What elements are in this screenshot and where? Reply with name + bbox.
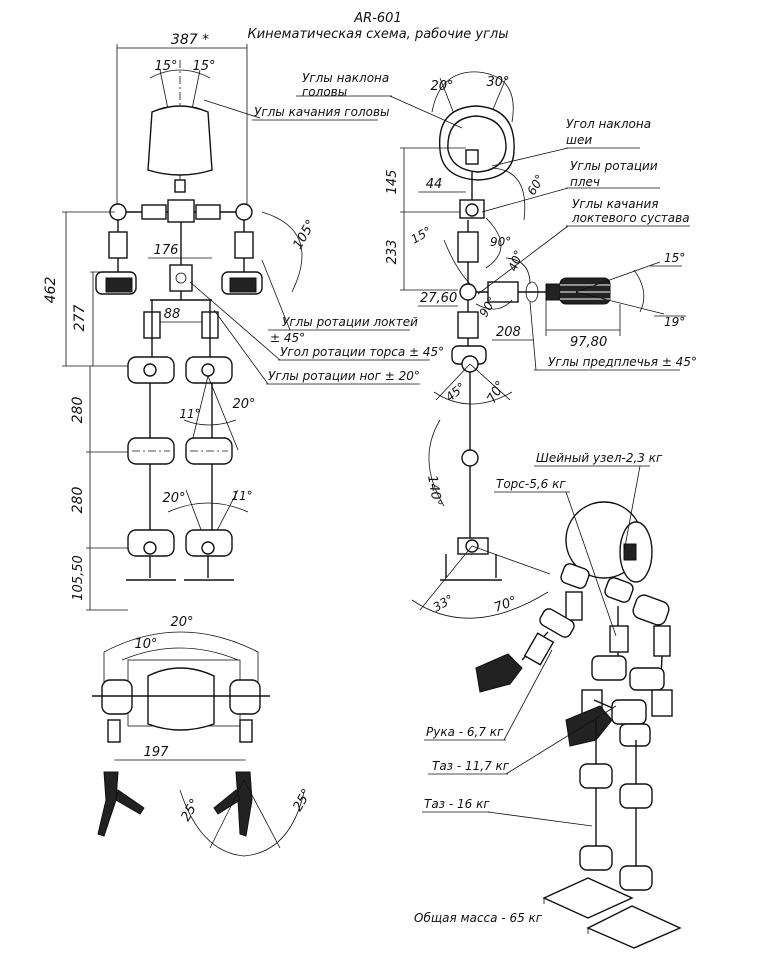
side-ankle-angle-front: 70° — [492, 594, 519, 616]
top-outer-angle: 20° — [170, 615, 193, 630]
side-view: 20° 30° 145 44 60° 15° 90° 233 — [385, 71, 686, 619]
front-width-dim: 387 * — [171, 32, 209, 48]
side-knee-angle: 140° — [424, 474, 444, 507]
iso-head — [565, 501, 653, 583]
side-hand-angle-top: 15° — [664, 251, 685, 265]
top-hand-right — [213, 771, 253, 837]
label-elbow-rotation-2: ± 45° — [270, 331, 305, 345]
front-shoulder-height-dim: 462 — [43, 277, 59, 304]
front-labels: Углы качания головы Углы ротации локтей … — [189, 99, 444, 385]
top-foot-angle-right: 25° — [290, 787, 315, 814]
diagram-subtitle: Кинематическая схема, рабочие углы — [248, 27, 509, 42]
label-leg-rotation: Углы ротации ног ± 20° — [268, 369, 420, 383]
side-elbow-swing-angle: 40° — [506, 248, 526, 273]
top-inner-angle: 10° — [134, 637, 157, 652]
side-hand-len-dim: 97,80 — [570, 335, 607, 350]
label-head-tilt-1: Углы наклона — [302, 71, 389, 85]
side-hip-angle-back: 45° — [443, 380, 468, 404]
front-knee-angle-right: 20° — [232, 397, 255, 412]
label-torso-rotation: Угол ротации торса ± 45° — [280, 345, 444, 359]
front-hand-left — [105, 277, 133, 293]
front-ankle-angle-left: 20° — [162, 491, 185, 506]
label-neck-tilt-1: Угол наклона — [566, 117, 651, 131]
label-pelvis-mass-1: Таз - 11,7 кг — [432, 759, 510, 773]
label-neck-mass: Шейный узел-2,3 кг — [536, 451, 663, 465]
side-neck-height-dim: 145 — [385, 170, 400, 195]
side-hand-angle-bottom: 19° — [664, 315, 685, 329]
side-neck-angle: 60° — [524, 172, 547, 197]
side-head-tilt-front: 30° — [486, 75, 509, 90]
front-elbow-angle: 105° — [290, 217, 319, 252]
top-width-dim: 197 — [144, 745, 170, 760]
front-head — [147, 105, 213, 176]
label-neck-tilt-2: шеи — [566, 133, 592, 147]
front-head-angle-right: 15° — [192, 59, 215, 74]
diagram-title: AR-601 — [353, 11, 401, 26]
front-torso-height-dim: 277 — [72, 305, 88, 332]
label-forearm-angles: Углы предплечья ± 45° — [548, 355, 697, 369]
label-shoulder-rotation-2: плеч — [570, 175, 600, 189]
front-shin-dim: 280 — [70, 487, 86, 514]
top-hand-left — [97, 771, 145, 837]
label-elbow-swing-2: локтевого сустава — [571, 211, 690, 225]
side-forearm-len-dim: 208 — [496, 325, 521, 340]
label-pelvis-mass-2: Таз - 16 кг — [424, 797, 490, 811]
label-head-tilt-2: головы — [302, 85, 347, 99]
front-knee-angle-left: 11° — [179, 407, 200, 421]
top-view: 20° 10° 197 25° 25° — [92, 615, 315, 857]
front-head-angle-left: 15° — [154, 59, 177, 74]
side-neck-offset-dim: 44 — [426, 177, 443, 192]
top-foot-angle-left: 25° — [178, 797, 203, 824]
isometric-view — [475, 501, 682, 949]
side-shoulder-angle-90: 90° — [490, 235, 511, 249]
label-arm-mass: Рука - 6,7 кг — [426, 725, 504, 739]
label-torso-mass: Торс-5,6 кг — [496, 477, 566, 491]
label-elbow-rotation-1: Углы ротации локтей — [282, 315, 418, 329]
front-thigh-dim: 280 — [70, 397, 86, 424]
label-head-swing: Углы качания головы — [254, 105, 390, 119]
front-hand-right — [229, 277, 257, 293]
label-elbow-swing-1: Углы качания — [572, 197, 658, 211]
front-ankle-dim: 105,50 — [71, 555, 86, 601]
side-shoulder-angle-15: 15° — [409, 224, 434, 247]
front-ankle-angle-right: 11° — [231, 489, 252, 503]
side-head — [438, 105, 515, 181]
label-shoulder-rotation-1: Углы ротации — [570, 159, 658, 173]
iso-labels: Шейный узел-2,3 кг Торс-5,6 кг Рука - 6,… — [414, 451, 663, 925]
front-leg-gap-dim: 88 — [164, 307, 181, 322]
side-labels: Углы наклона головы Угол наклона шеи Угл… — [296, 71, 697, 371]
iso-hand-right — [565, 705, 613, 747]
iso-hand-left — [475, 653, 523, 693]
front-view: 387 * 15° 15° 105° — [43, 32, 319, 611]
side-forearm-offset-dim: 27,60 — [420, 291, 457, 306]
side-head-tilt-back: 20° — [430, 79, 453, 94]
side-ankle-angle-back: 33° — [431, 592, 456, 615]
side-upper-arm-dim: 233 — [385, 240, 400, 265]
label-total-mass: Общая масса - 65 кг — [414, 911, 543, 925]
front-hip-width-dim: 176 — [154, 243, 179, 258]
